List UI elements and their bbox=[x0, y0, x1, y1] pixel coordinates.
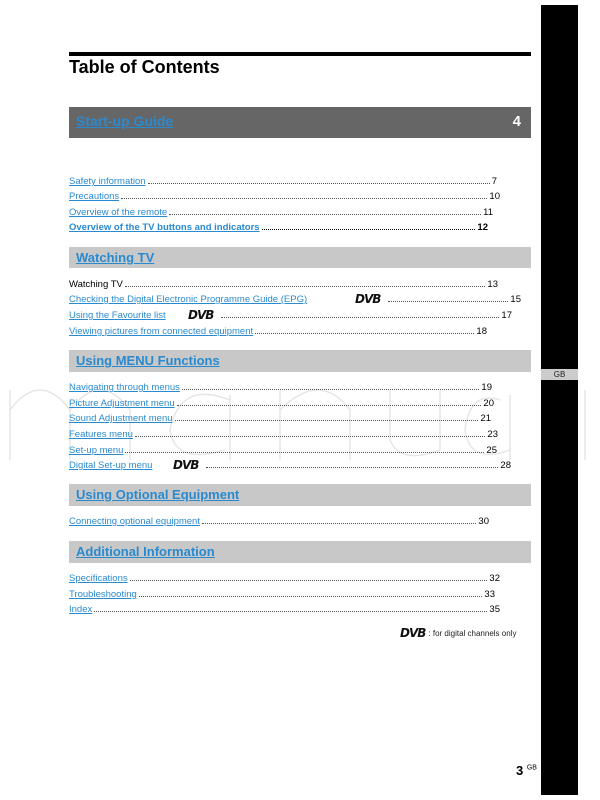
toc-page-number: 13 bbox=[487, 279, 498, 290]
section-header: Using MENU Functions bbox=[69, 350, 531, 372]
page-number-suffix: GB bbox=[526, 764, 537, 772]
toc-entry-link[interactable]: Digital Set-up menu bbox=[69, 460, 153, 471]
toc-entry[interactable]: Overview of the TV buttons and indicator… bbox=[69, 220, 488, 233]
dot-leader bbox=[174, 420, 479, 421]
page-number: 3 GB bbox=[516, 763, 537, 778]
toc-entry[interactable]: Viewing pictures from connected equipmen… bbox=[69, 324, 487, 337]
toc-page-number: 17 bbox=[501, 310, 512, 321]
dvb-logo-icon: DVB bbox=[355, 292, 381, 306]
dvb-logo-icon: DVB bbox=[188, 308, 214, 322]
dot-leader bbox=[138, 596, 483, 597]
toc-entry-link[interactable]: Watching TV bbox=[69, 279, 123, 290]
toc-entry[interactable]: Using the Favourite list DVB 17 bbox=[69, 308, 512, 321]
section-header: Using Optional Equipment bbox=[69, 484, 531, 506]
dot-leader bbox=[261, 229, 476, 230]
toc-entry-link[interactable]: Specifications bbox=[69, 573, 128, 584]
toc-entry-link[interactable]: Sound Adjustment menu bbox=[69, 413, 173, 424]
toc-entry[interactable]: Overview of the remote 11 bbox=[69, 205, 493, 218]
toc-page-number: 18 bbox=[476, 326, 487, 337]
toc-entry-link[interactable]: Safety information bbox=[69, 176, 146, 187]
section-link[interactable]: Start-up Guide bbox=[76, 113, 174, 129]
toc-entry-link[interactable]: Navigating through menus bbox=[69, 382, 180, 393]
toc-page-number: 30 bbox=[478, 516, 489, 527]
dot-leader bbox=[124, 286, 486, 287]
toc-page-number: 28 bbox=[500, 460, 511, 471]
top-rule bbox=[69, 52, 531, 56]
footnote-text: : for digital channels only bbox=[428, 628, 517, 638]
toc-page-number: 20 bbox=[483, 398, 494, 409]
toc-entry[interactable]: Navigating through menus 19 bbox=[69, 380, 492, 393]
dot-leader bbox=[134, 436, 486, 437]
dot-leader bbox=[201, 523, 477, 524]
toc-entry[interactable]: Troubleshooting 33 bbox=[69, 587, 495, 600]
section-header: Watching TV bbox=[69, 247, 531, 268]
toc-entry-link[interactable]: Troubleshooting bbox=[69, 589, 137, 600]
section-header: Start-up Guide 4 bbox=[69, 107, 531, 138]
toc-page-number: 25 bbox=[486, 445, 497, 456]
toc-entry-link[interactable]: Features menu bbox=[69, 429, 133, 440]
toc-page-number: 11 bbox=[483, 207, 493, 218]
section-header: Additional Information bbox=[69, 541, 531, 563]
dot-leader bbox=[176, 405, 482, 406]
toc-page-number: 7 bbox=[491, 176, 497, 187]
dot-leader bbox=[121, 198, 488, 199]
toc-entry-link[interactable]: Precautions bbox=[69, 191, 120, 202]
toc-entry[interactable]: Digital Set-up menu DVB 28 bbox=[69, 458, 511, 471]
toc-page-number: 33 bbox=[484, 589, 495, 600]
toc-entry-link[interactable]: Overview of the TV buttons and indicator… bbox=[69, 222, 260, 233]
toc-entry-link[interactable]: Viewing pictures from connected equipmen… bbox=[69, 326, 254, 337]
side-tab-bar bbox=[541, 5, 578, 795]
toc-entry-link[interactable]: Index bbox=[69, 604, 93, 615]
toc-entry[interactable]: Precautions 10 bbox=[69, 189, 500, 202]
section-link[interactable]: Using Optional Equipment bbox=[76, 487, 240, 502]
toc-entry[interactable]: Features menu 23 bbox=[69, 427, 498, 440]
dot-leader bbox=[125, 452, 485, 453]
toc-entry-link[interactable]: Connecting optional equipment bbox=[69, 516, 200, 527]
section-link[interactable]: Additional Information bbox=[76, 544, 215, 559]
toc-entry-link[interactable]: Using the Favourite list bbox=[69, 310, 166, 321]
dot-leader bbox=[129, 580, 488, 581]
toc-entry-link[interactable]: Checking the Digital Electronic Programm… bbox=[69, 294, 308, 305]
toc-page-number: 21 bbox=[480, 413, 491, 424]
section-link[interactable]: Using MENU Functions bbox=[76, 353, 220, 368]
toc-page-number: 12 bbox=[477, 222, 488, 233]
section-page: 4 bbox=[512, 113, 521, 130]
toc-page-number: 15 bbox=[510, 294, 521, 305]
toc-entry-link[interactable]: Set-up menu bbox=[69, 445, 124, 456]
page-title: Table of Contents bbox=[69, 57, 220, 77]
toc-entry[interactable]: Safety information 7 bbox=[69, 174, 497, 187]
toc-page-number: 35 bbox=[489, 604, 500, 615]
toc-entry[interactable]: Set-up menu 25 bbox=[69, 443, 497, 456]
dot-leader bbox=[221, 317, 500, 318]
toc-entry-link[interactable]: Picture Adjustment menu bbox=[69, 398, 175, 409]
dot-leader bbox=[181, 389, 480, 390]
toc-page-number: 10 bbox=[489, 191, 500, 202]
footnote: DVB : for digital channels only bbox=[400, 626, 516, 640]
toc-page-number: 23 bbox=[487, 429, 498, 440]
toc-entry-link[interactable]: Overview of the remote bbox=[69, 207, 168, 218]
dvb-logo-icon: DVB bbox=[173, 458, 199, 472]
toc-entry[interactable]: Watching TV 13 bbox=[69, 277, 498, 290]
toc-entry[interactable]: Sound Adjustment menu 21 bbox=[69, 411, 491, 424]
toc-page-number: 32 bbox=[489, 573, 500, 584]
toc-page-number: 19 bbox=[481, 382, 492, 393]
toc-entry[interactable]: Connecting optional equipment 30 bbox=[69, 514, 489, 527]
dot-leader bbox=[147, 183, 490, 184]
toc-entry[interactable]: Picture Adjustment menu 20 bbox=[69, 396, 494, 409]
dot-leader bbox=[388, 301, 509, 302]
toc-entry[interactable]: Checking the Digital Electronic Programm… bbox=[69, 292, 521, 305]
dot-leader bbox=[169, 214, 482, 215]
side-tab-label: GB bbox=[541, 369, 578, 380]
toc-entry[interactable]: Specifications 32 bbox=[69, 571, 500, 584]
toc-entry[interactable]: Index 35 bbox=[69, 602, 500, 615]
dot-leader bbox=[94, 611, 488, 612]
dvb-logo-icon: DVB bbox=[400, 626, 426, 640]
dot-leader bbox=[255, 333, 475, 334]
section-link[interactable]: Watching TV bbox=[76, 250, 155, 265]
page-number-value: 3 bbox=[516, 763, 524, 778]
dot-leader bbox=[206, 467, 499, 468]
